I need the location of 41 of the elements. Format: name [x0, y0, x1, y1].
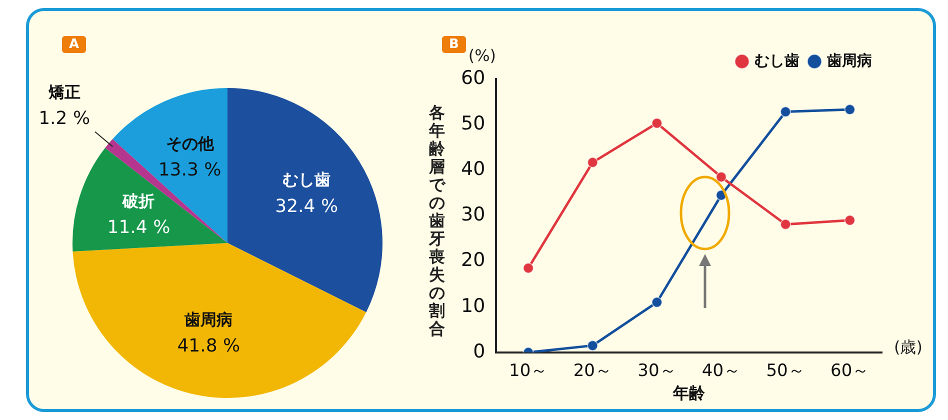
point	[587, 340, 598, 352]
text: (歳)	[894, 338, 922, 357]
y-tick-label: 60	[460, 66, 486, 89]
x-axis-title: 年齢	[672, 384, 706, 403]
y-tick-label: 10	[460, 294, 486, 317]
chart-title: A	[62, 36, 86, 53]
chart-title: B	[442, 36, 466, 53]
y-tick-label: 0	[473, 340, 486, 362]
slice-label: むし歯	[282, 170, 331, 190]
y-tick-label: 20	[460, 249, 486, 272]
text: 各年齢層での歯牙喪失の割合	[429, 103, 445, 338]
y-tick-label: 30	[460, 204, 486, 226]
x-tick-label: 30～	[638, 361, 676, 382]
x-tick-label: 20～	[573, 361, 612, 382]
slice-label: その他	[166, 134, 215, 154]
point	[780, 106, 792, 118]
point	[651, 118, 662, 129]
y-tick-label: 50	[460, 112, 486, 135]
point	[780, 218, 792, 230]
point	[844, 214, 856, 226]
x-tick-label: 10～	[509, 361, 548, 382]
point	[651, 296, 662, 308]
data-label: 1.2 %	[38, 108, 90, 130]
data-label: 13.3 %	[158, 160, 222, 181]
slice-label: 矯正	[47, 82, 80, 102]
point	[716, 171, 727, 182]
y-tick-label: 40	[460, 158, 486, 180]
data-label: 32.4 %	[275, 196, 338, 217]
point	[587, 156, 598, 168]
x-tick-label: 40～	[702, 361, 741, 382]
slice-label: 破折	[122, 191, 155, 210]
text: (%)	[468, 46, 496, 66]
x-tick-label: 50～	[766, 361, 805, 382]
data-label: 11.4 %	[107, 216, 170, 238]
legend-label: むし歯	[754, 51, 800, 70]
point	[844, 104, 856, 116]
point	[522, 262, 534, 274]
legend-label: 歯周病	[826, 51, 872, 70]
data-label: 41.8 %	[177, 336, 240, 357]
slice-label: 歯周病	[184, 310, 233, 330]
x-tick-label: 60～	[830, 361, 870, 382]
